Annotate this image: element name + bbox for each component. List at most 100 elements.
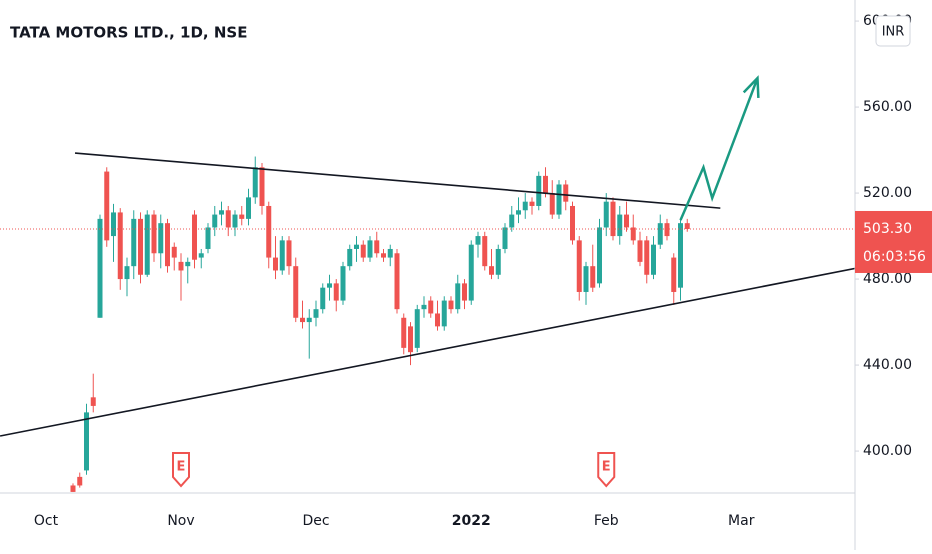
candle-body bbox=[549, 193, 555, 215]
y-tick-label: 560.00 bbox=[863, 99, 912, 115]
arrow-head bbox=[742, 75, 760, 98]
candle-body bbox=[408, 326, 413, 353]
candle-body bbox=[273, 257, 278, 271]
candle-body bbox=[421, 304, 427, 310]
candle-body bbox=[266, 205, 272, 258]
candle-body bbox=[583, 266, 589, 292]
candle-body bbox=[387, 248, 393, 258]
candle-body bbox=[340, 266, 346, 301]
candle-body bbox=[678, 223, 683, 288]
earnings-label: E bbox=[177, 460, 186, 475]
candle-body bbox=[509, 214, 515, 228]
candle-body bbox=[192, 214, 197, 260]
earnings-marker bbox=[597, 452, 616, 488]
candle-body bbox=[468, 244, 474, 301]
y-tick-label: 480.00 bbox=[863, 271, 912, 287]
projection-arrow bbox=[679, 79, 758, 221]
x-tick-label: Oct bbox=[34, 513, 59, 529]
candle-body bbox=[597, 227, 602, 284]
candle-body bbox=[671, 257, 677, 292]
candle-body bbox=[435, 313, 440, 327]
price-tag-value: 503.30 bbox=[863, 221, 912, 237]
candle-body bbox=[630, 227, 636, 241]
candle-body bbox=[124, 266, 130, 280]
trendline bbox=[74, 152, 721, 209]
candle-body bbox=[306, 317, 312, 323]
earnings-label: E bbox=[602, 460, 611, 475]
candle-body bbox=[644, 240, 650, 275]
currency-button[interactable] bbox=[875, 15, 911, 47]
candle-body bbox=[475, 236, 481, 245]
candle-body bbox=[657, 223, 663, 245]
currency-label[interactable]: INR bbox=[882, 25, 905, 40]
candle-body bbox=[259, 167, 265, 206]
candle-body bbox=[232, 214, 238, 228]
candle-body bbox=[198, 253, 204, 258]
candle-body bbox=[495, 248, 501, 275]
candle-body bbox=[610, 201, 616, 237]
candle-body bbox=[131, 218, 137, 267]
candle-body bbox=[441, 300, 447, 327]
candle-body bbox=[138, 218, 143, 275]
candle-body bbox=[590, 266, 596, 288]
candle-body bbox=[651, 244, 656, 275]
chart-title: TATA MOTORS LTD., 1D, NSE bbox=[10, 24, 247, 42]
candle-body bbox=[570, 205, 575, 241]
candle-body bbox=[360, 244, 366, 258]
y-tick-label: 440.00 bbox=[863, 357, 912, 373]
candle-body bbox=[246, 197, 251, 219]
candle-body bbox=[367, 240, 373, 258]
candle-body bbox=[77, 476, 83, 486]
candle-body bbox=[111, 212, 116, 237]
candle-body bbox=[333, 283, 339, 301]
x-tick-label: 2022 bbox=[452, 513, 491, 529]
candle-body bbox=[401, 317, 407, 348]
candle-body bbox=[516, 210, 521, 215]
candle-body bbox=[637, 240, 643, 262]
candle-body bbox=[455, 283, 461, 310]
candle-body bbox=[104, 171, 110, 241]
candle-body bbox=[502, 227, 508, 249]
candle-body bbox=[320, 287, 326, 310]
candle-body bbox=[462, 283, 467, 301]
candle-body bbox=[178, 261, 184, 271]
x-tick-label: Nov bbox=[167, 513, 194, 529]
candle-body bbox=[489, 266, 494, 275]
candle-body bbox=[84, 412, 89, 471]
countdown: 06:03:56 bbox=[863, 249, 926, 265]
candle-body bbox=[327, 283, 332, 288]
candle-body bbox=[664, 223, 670, 237]
candle-body bbox=[529, 201, 535, 206]
candle-body bbox=[158, 223, 164, 254]
price-tag bbox=[855, 210, 932, 273]
candle-body bbox=[171, 246, 177, 258]
candle-body bbox=[70, 485, 76, 492]
candle-body bbox=[576, 240, 582, 292]
candle-body bbox=[624, 214, 629, 228]
y-tick-label: 520.00 bbox=[863, 185, 912, 201]
candle-body bbox=[536, 175, 542, 206]
x-tick-label: Dec bbox=[302, 513, 329, 529]
candle-body bbox=[482, 236, 488, 267]
candle-body bbox=[144, 214, 150, 275]
candle-body bbox=[90, 397, 96, 406]
candle-body bbox=[381, 253, 386, 258]
candle-body bbox=[347, 248, 353, 267]
candle-body bbox=[293, 266, 299, 318]
candle-body bbox=[286, 240, 292, 267]
candle-body bbox=[522, 201, 528, 211]
candle-body bbox=[414, 309, 420, 348]
candle-body bbox=[205, 227, 211, 249]
candle-body bbox=[563, 184, 569, 202]
x-tick-label: Feb bbox=[594, 513, 619, 529]
axes: 400.00440.00480.00520.00560.00600.00OctN… bbox=[34, 13, 932, 529]
candle-body bbox=[617, 214, 623, 237]
candle-body bbox=[225, 210, 231, 228]
candle-body bbox=[212, 214, 218, 228]
candle-body bbox=[97, 218, 103, 318]
earnings-marker bbox=[172, 452, 190, 488]
candle-body bbox=[374, 240, 380, 254]
